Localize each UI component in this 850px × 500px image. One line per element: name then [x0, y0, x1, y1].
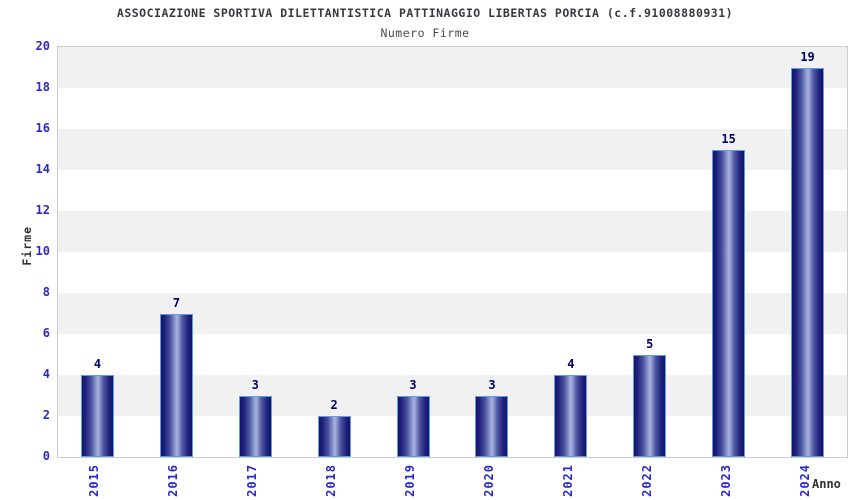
x-tick-label: 2024 — [797, 464, 812, 497]
bar-value-label: 3 — [409, 377, 417, 392]
x-tick-label: 2016 — [166, 464, 181, 497]
bar-value-label: 3 — [488, 377, 496, 392]
x-tick-label: 2020 — [481, 464, 496, 497]
x-tick-label: 2017 — [245, 464, 260, 497]
bar-2015 — [80, 375, 114, 457]
y-tick-label: 6 — [42, 326, 50, 340]
plot-area: 4 7 3 2 3 3 4 5 15 19 — [57, 46, 848, 458]
bar-value-label: 15 — [721, 131, 736, 146]
grid-band — [58, 47, 847, 88]
bar-2022 — [633, 354, 667, 457]
bar-value-label: 4 — [93, 357, 102, 371]
y-tick-label: 8 — [42, 285, 50, 299]
bar-2021 — [554, 375, 588, 457]
bar-value-label: 2 — [330, 398, 338, 412]
x-tick-label: 2023 — [718, 464, 733, 497]
y-tick-label: 18 — [35, 80, 50, 94]
bar-value-label: 3 — [251, 377, 259, 392]
y-tick-label: 20 — [35, 39, 50, 53]
x-tick-label: 2015 — [87, 464, 102, 497]
bar-2018 — [317, 416, 351, 457]
grid-band — [58, 88, 847, 129]
bar-2023 — [712, 149, 746, 457]
chart-subtitle: Numero Firme — [380, 26, 470, 40]
y-tick-label: 14 — [35, 162, 50, 176]
bar-2020 — [475, 395, 509, 457]
y-tick-label: 0 — [42, 449, 50, 463]
bar-2017 — [238, 395, 272, 457]
y-tick-label: 2 — [42, 408, 50, 422]
y-tick-label: 4 — [42, 367, 50, 381]
bar-2019 — [396, 395, 430, 457]
x-tick-label: 2022 — [639, 464, 654, 497]
bar-value-label: 4 — [567, 357, 575, 371]
y-tick-label: 16 — [35, 121, 50, 135]
bar-2024 — [791, 67, 825, 457]
x-axis-title: Anno — [812, 477, 841, 491]
y-tick-label: 10 — [35, 244, 50, 258]
chart-title: ASSOCIAZIONE SPORTIVA DILETTANTISTICA PA… — [116, 6, 734, 20]
y-tick-label: 12 — [35, 203, 50, 217]
bar-value-label: 5 — [646, 336, 654, 351]
bar-2016 — [159, 313, 193, 457]
x-tick-label: 2019 — [403, 464, 418, 497]
x-tick-label: 2018 — [324, 464, 339, 497]
x-tick-label: 2021 — [560, 464, 575, 497]
bar-value-label: 19 — [800, 49, 815, 64]
bar-value-label: 7 — [172, 295, 180, 310]
